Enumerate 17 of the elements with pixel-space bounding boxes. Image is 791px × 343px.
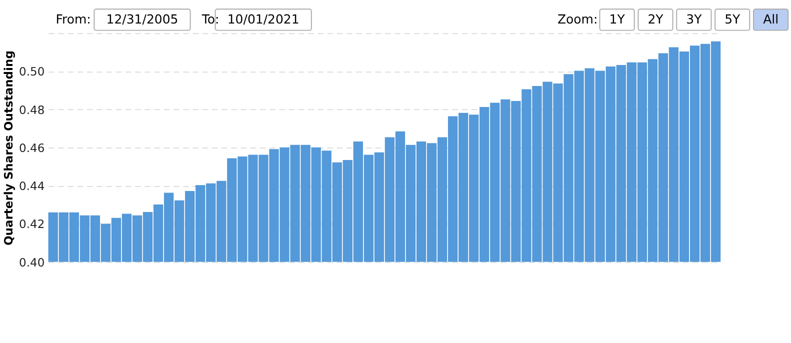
text: 5Y	[724, 12, 741, 27]
text: 3Y	[686, 12, 702, 27]
text: 2Y	[648, 12, 664, 27]
y-tick-label: 0.48	[19, 102, 45, 117]
text: From:	[56, 12, 91, 27]
y-tick-label: 0.50	[19, 64, 45, 79]
text: 10/01/2021	[227, 12, 300, 27]
y-tick-label: 0.40	[19, 255, 45, 270]
y-tick-label: 0.46	[19, 140, 45, 155]
text: 1Y	[609, 12, 626, 27]
text: All	[763, 12, 779, 27]
text: To:	[200, 12, 220, 27]
y-axis-title: Quarterly Shares Outstanding	[1, 50, 16, 246]
y-tick-label: 0.44	[19, 179, 45, 193]
y-tick-label: 0.42	[19, 217, 45, 232]
text: Zoom:	[557, 12, 598, 27]
text: 12/31/2005	[106, 12, 178, 27]
